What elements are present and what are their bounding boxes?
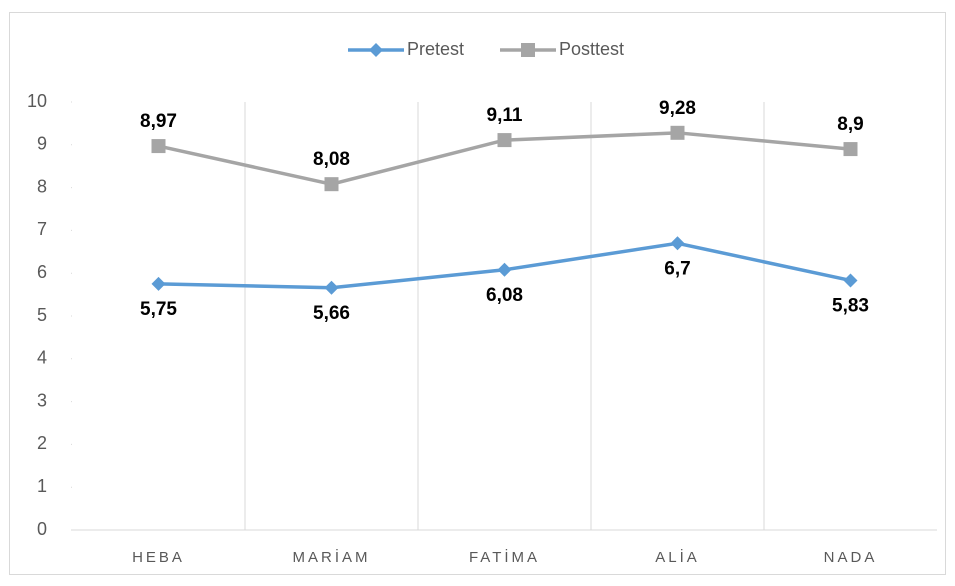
- x-tick-label: ALİA: [655, 548, 700, 566]
- x-tick-label: HEBA: [132, 549, 185, 566]
- data-label: 6,7: [664, 258, 690, 279]
- marker: [843, 142, 858, 157]
- data-label: 5,66: [313, 303, 350, 324]
- data-label: 8,97: [140, 111, 177, 132]
- chart-border: [9, 12, 946, 575]
- data-label: 5,83: [832, 295, 869, 316]
- marker: [497, 133, 512, 148]
- y-tick-label: 9: [37, 134, 47, 154]
- marker: [843, 273, 858, 288]
- y-tick-label: 10: [27, 91, 47, 111]
- marker: [151, 139, 166, 154]
- y-tick-label: 2: [37, 433, 47, 453]
- legend-label: Pretest: [407, 39, 464, 59]
- marker: [521, 43, 535, 57]
- marker: [324, 280, 339, 295]
- y-tick-label: 1: [37, 476, 47, 496]
- y-tick-label: 8: [37, 176, 47, 196]
- data-label: 9,28: [659, 98, 696, 119]
- data-label: 6,08: [486, 285, 523, 306]
- marker: [324, 177, 339, 192]
- y-tick-label: 3: [37, 390, 47, 410]
- x-tick-label: FATİMA: [469, 548, 540, 566]
- marker: [497, 262, 512, 277]
- y-tick-label: 6: [37, 262, 47, 282]
- data-label: 8,9: [837, 114, 863, 135]
- data-label: 8,08: [313, 149, 350, 170]
- y-tick-label: 5: [37, 305, 47, 325]
- y-tick-label: 0: [37, 519, 47, 539]
- data-label: 5,75: [140, 299, 177, 320]
- x-tick-label: NADA: [824, 549, 878, 566]
- marker: [670, 236, 685, 251]
- y-tick-label: 4: [37, 348, 47, 368]
- marker: [369, 43, 383, 57]
- y-tick-label: 7: [37, 219, 47, 239]
- marker: [151, 276, 166, 291]
- legend-label: Posttest: [559, 39, 624, 59]
- x-tick-label: MARİAM: [293, 548, 371, 566]
- marker: [670, 125, 685, 140]
- data-label: 9,11: [487, 105, 523, 126]
